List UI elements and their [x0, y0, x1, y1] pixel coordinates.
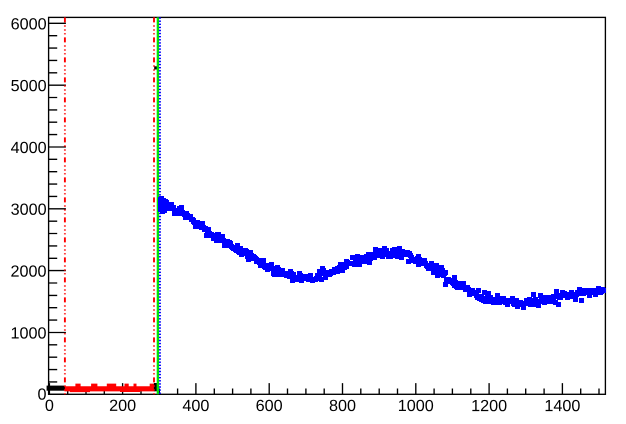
- svg-text:200: 200: [109, 397, 136, 415]
- svg-text:1000: 1000: [11, 324, 47, 342]
- svg-text:800: 800: [329, 397, 356, 415]
- svg-text:0: 0: [37, 386, 46, 404]
- svg-text:1200: 1200: [471, 397, 507, 415]
- svg-text:2000: 2000: [11, 263, 47, 281]
- svg-text:600: 600: [256, 397, 283, 415]
- svg-text:0: 0: [45, 397, 54, 415]
- svg-text:4000: 4000: [11, 139, 47, 157]
- svg-text:1000: 1000: [398, 397, 434, 415]
- svg-text:1400: 1400: [544, 397, 580, 415]
- svg-text:5000: 5000: [11, 77, 47, 95]
- svg-text:3000: 3000: [11, 201, 47, 219]
- svg-text:6000: 6000: [11, 15, 47, 33]
- svg-text:400: 400: [182, 397, 209, 415]
